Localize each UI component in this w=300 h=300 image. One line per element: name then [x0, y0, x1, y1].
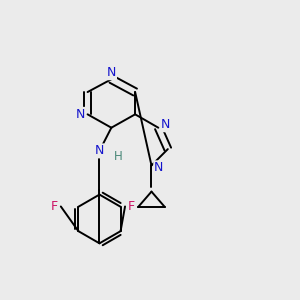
Text: H: H [114, 150, 123, 163]
Text: N: N [107, 66, 116, 79]
Text: N: N [154, 161, 164, 174]
Text: N: N [76, 108, 85, 121]
Text: N: N [95, 144, 104, 158]
Text: F: F [51, 200, 58, 213]
Text: N: N [161, 118, 170, 131]
Text: F: F [128, 200, 135, 213]
